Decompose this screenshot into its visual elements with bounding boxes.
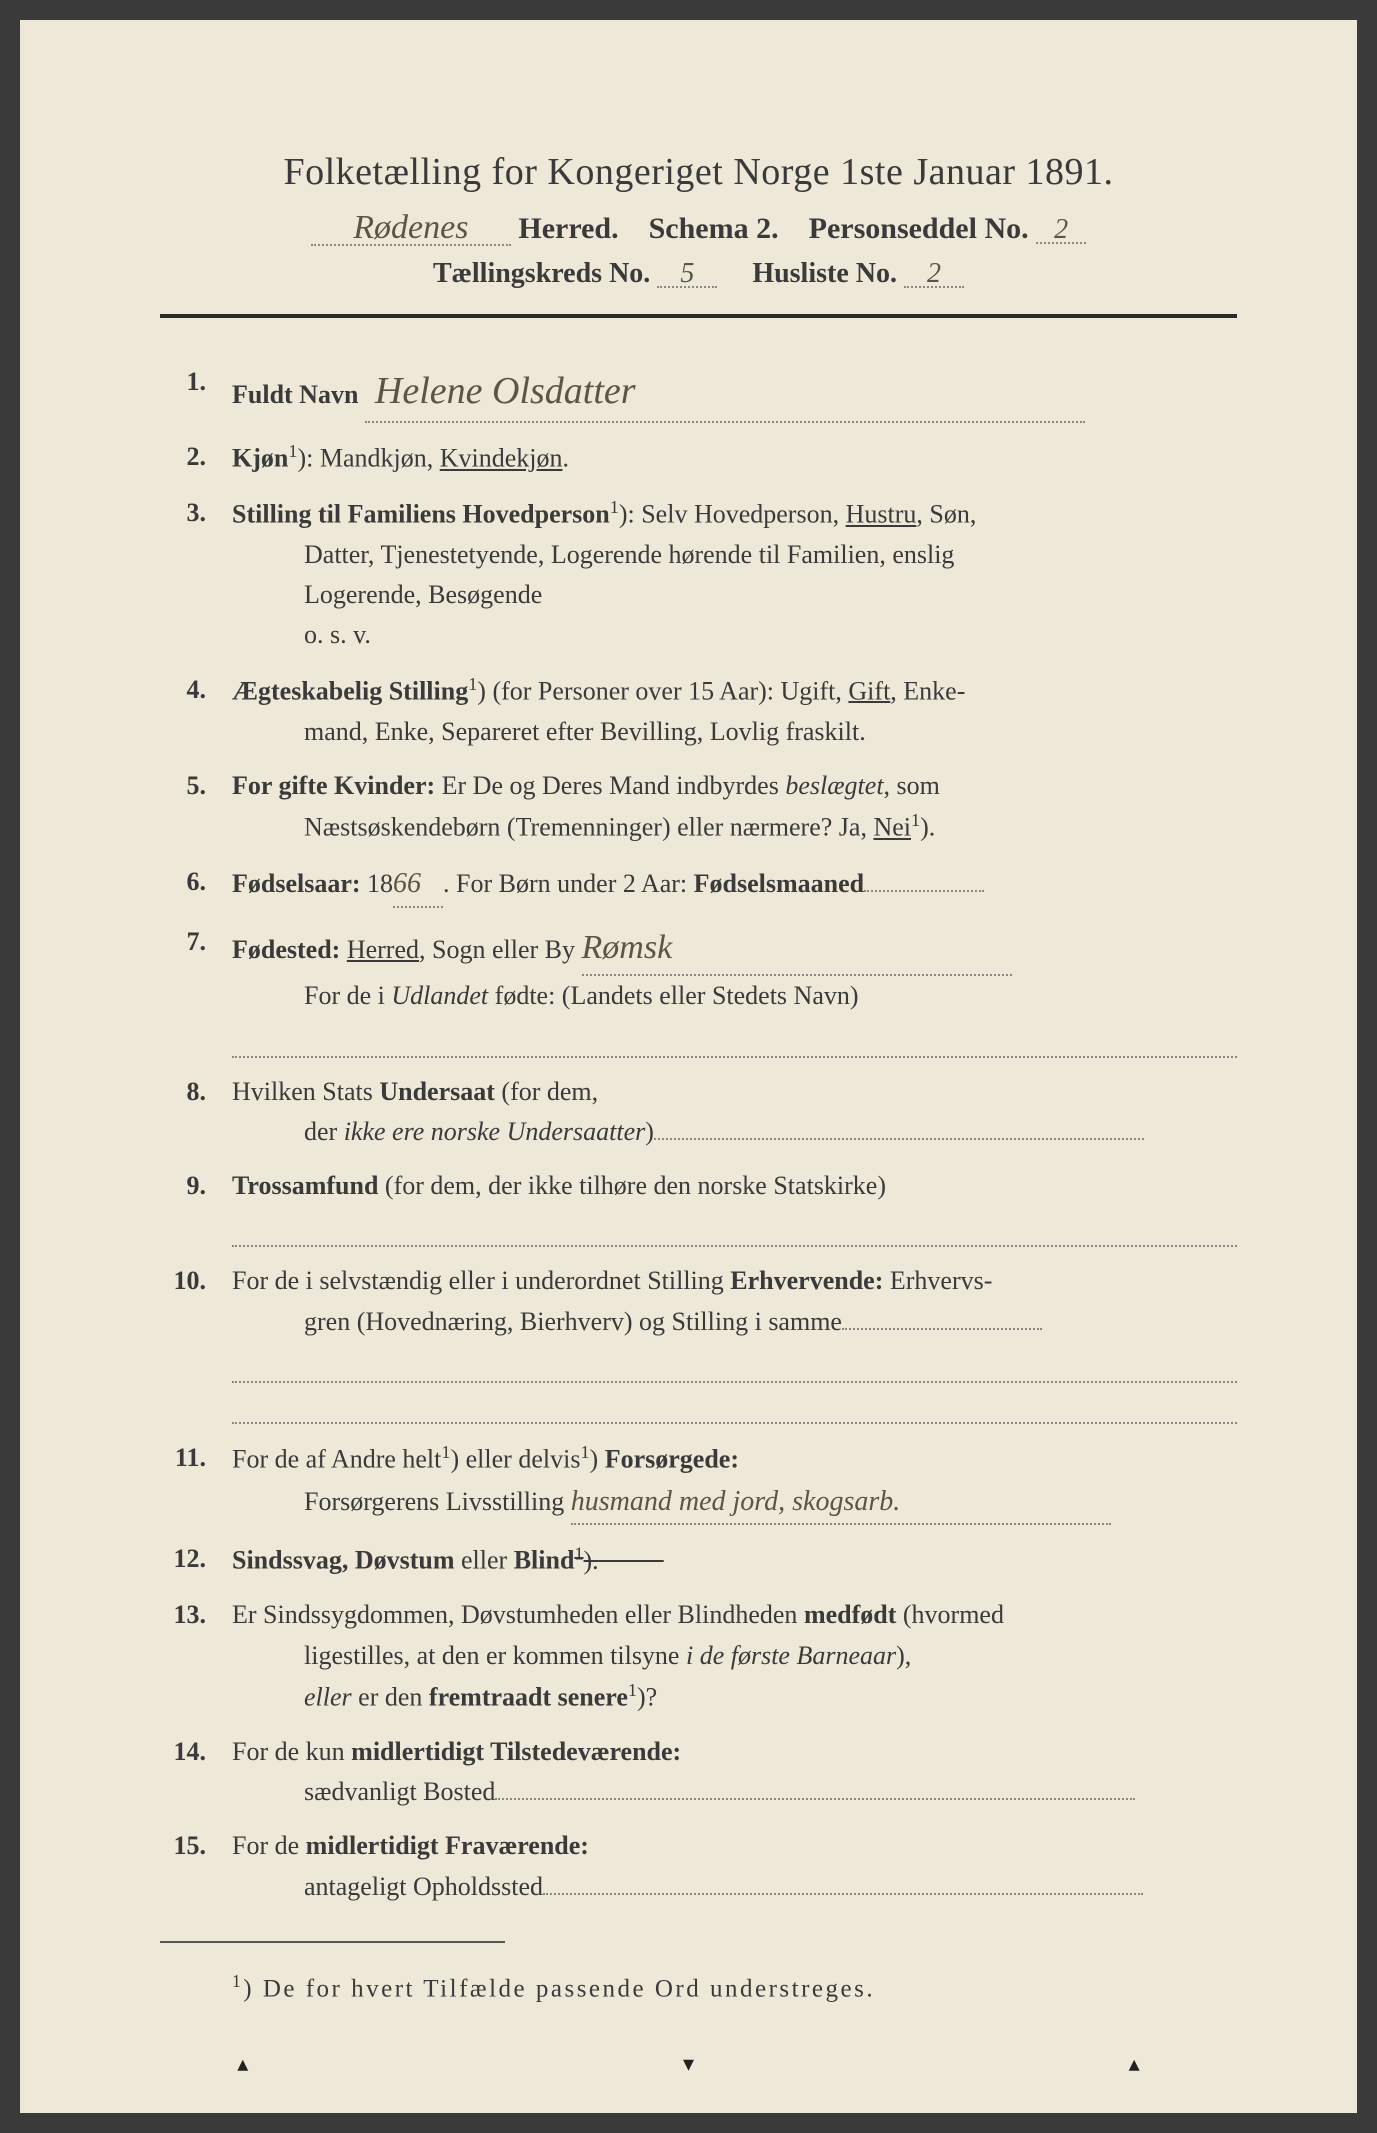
item-number: 2. bbox=[160, 437, 232, 479]
footnote-rule bbox=[160, 1941, 505, 1943]
binding-pins: ▴ ▾ ▴ bbox=[20, 2051, 1357, 2077]
item-number: 3. bbox=[160, 493, 232, 656]
subtitle-row-1: Rødenes Herred. Schema 2. Personseddel N… bbox=[160, 212, 1237, 246]
item-7: 7. Fødested: Herred, Sogn eller By Rømsk… bbox=[160, 922, 1237, 1058]
item-6: 6. Fødselsaar: 1866. For Børn under 2 Aa… bbox=[160, 862, 1237, 907]
q1-value: Helene Olsdatter bbox=[375, 370, 636, 412]
taellingskreds-value: 5 bbox=[680, 258, 694, 289]
q6-label: Fødselsaar: bbox=[232, 869, 361, 898]
taellingskreds-label: Tællingskreds No. bbox=[433, 258, 650, 289]
item-4: 4. Ægteskabelig Stilling1) (for Personer… bbox=[160, 670, 1237, 752]
husliste-value: 2 bbox=[927, 258, 941, 289]
item-number: 6. bbox=[160, 862, 232, 907]
item-number: 10. bbox=[160, 1261, 232, 1424]
item-12: 12. Sindssvag, Døvstum eller Blind1). bbox=[160, 1539, 1237, 1581]
personseddel-label: Personseddel No. bbox=[809, 212, 1029, 245]
pin-icon: ▴ bbox=[237, 2051, 248, 2077]
husliste-label: Husliste No. bbox=[752, 258, 897, 289]
item-number: 1. bbox=[160, 362, 232, 423]
main-title: Folketælling for Kongeriget Norge 1ste J… bbox=[160, 150, 1237, 194]
item-1: 1. Fuldt Navn Helene Olsdatter bbox=[160, 362, 1237, 423]
schema-label: Schema 2. bbox=[649, 212, 779, 245]
pin-icon: ▴ bbox=[1129, 2051, 1140, 2077]
q11-value: husmand med jord, skogsarb. bbox=[571, 1486, 901, 1517]
item-number: 14. bbox=[160, 1732, 232, 1813]
item-number: 4. bbox=[160, 670, 232, 752]
census-form-page: Folketælling for Kongeriget Norge 1ste J… bbox=[20, 20, 1357, 2113]
q7-label: Fødested: bbox=[232, 935, 340, 964]
item-number: 12. bbox=[160, 1539, 232, 1581]
pin-icon: ▾ bbox=[683, 2051, 694, 2077]
item-13: 13. Er Sindssygdommen, Døvstumheden elle… bbox=[160, 1595, 1237, 1718]
q3-label: Stilling til Familiens Hovedperson bbox=[232, 500, 610, 529]
q2-label: Kjøn bbox=[232, 444, 288, 473]
q9-label: Trossamfund bbox=[232, 1171, 378, 1200]
q4-label: Ægteskabelig Stilling bbox=[232, 676, 468, 705]
q1-label: Fuldt Navn bbox=[232, 380, 358, 409]
footnote: 1) De for hvert Tilfælde passende Ord un… bbox=[160, 1971, 1237, 2003]
personseddel-value: 2 bbox=[1054, 214, 1068, 245]
item-number: 11. bbox=[160, 1438, 232, 1525]
subtitle-row-2: Tællingskreds No. 5 Husliste No. 2 bbox=[160, 258, 1237, 290]
item-5: 5. For gifte Kvinder: Er De og Deres Man… bbox=[160, 766, 1237, 848]
item-2: 2. Kjøn1): Mandkjøn, Kvindekjøn. bbox=[160, 437, 1237, 479]
item-number: 13. bbox=[160, 1595, 232, 1718]
q6-value: 66 bbox=[393, 868, 421, 899]
q5-label: For gifte Kvinder: bbox=[232, 771, 435, 800]
item-number: 15. bbox=[160, 1826, 232, 1907]
herred-label: Herred. bbox=[518, 212, 618, 245]
item-number: 9. bbox=[160, 1166, 232, 1247]
q7-value: Rømsk bbox=[582, 929, 673, 966]
item-14: 14. For de kun midlertidigt Tilstedevære… bbox=[160, 1732, 1237, 1813]
item-number: 7. bbox=[160, 922, 232, 1058]
item-11: 11. For de af Andre helt1) eller delvis1… bbox=[160, 1438, 1237, 1525]
item-10: 10. For de i selvstændig eller i underor… bbox=[160, 1261, 1237, 1424]
item-8: 8. Hvilken Stats Undersaat (for dem, der… bbox=[160, 1072, 1237, 1153]
q4-selected: Gift bbox=[848, 676, 890, 705]
header-rule bbox=[160, 314, 1237, 318]
q2-selected: Kvindekjøn bbox=[440, 444, 563, 473]
item-15: 15. For de midlertidigt Fraværende: anta… bbox=[160, 1826, 1237, 1907]
q3-selected: Hustru bbox=[846, 500, 917, 529]
herred-value: Rødenes bbox=[353, 209, 468, 246]
q5-selected: Nei bbox=[873, 813, 911, 842]
item-9: 9. Trossamfund (for dem, der ikke tilhør… bbox=[160, 1166, 1237, 1247]
item-3: 3. Stilling til Familiens Hovedperson1):… bbox=[160, 493, 1237, 656]
item-number: 8. bbox=[160, 1072, 232, 1153]
item-number: 5. bbox=[160, 766, 232, 848]
